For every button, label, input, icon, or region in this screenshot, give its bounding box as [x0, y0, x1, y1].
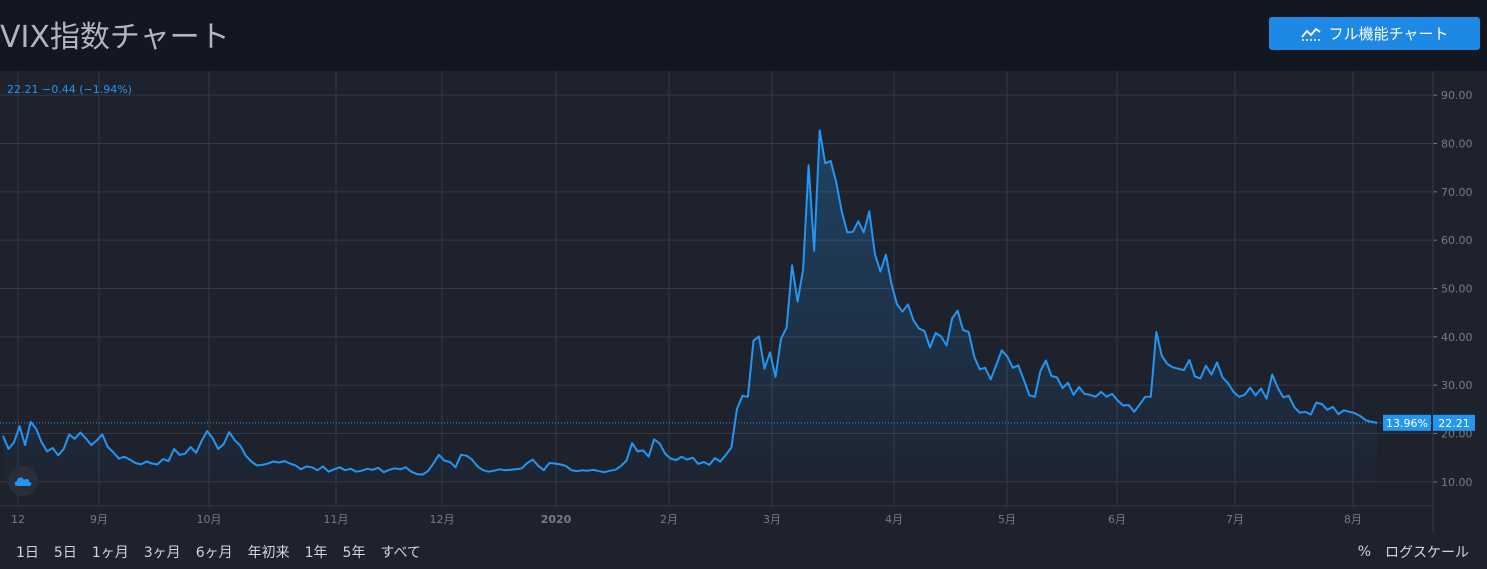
y-tick-label: 40.00 — [1441, 331, 1473, 344]
range-5d[interactable]: 5日 — [53, 544, 77, 561]
log-scale-toggle[interactable]: ログスケール — [1385, 544, 1469, 561]
x-tick-label: 4月 — [885, 513, 903, 526]
range-ytd[interactable]: 年初来 — [247, 544, 290, 561]
y-tick-label: 50.00 — [1441, 283, 1473, 296]
x-tick-label: 7月 — [1226, 513, 1244, 526]
range-1y[interactable]: 1年 — [304, 544, 328, 561]
x-tick-label: 3月 — [763, 513, 781, 526]
y-tick-label: 30.00 — [1441, 379, 1473, 392]
y-tick-label: 60.00 — [1441, 234, 1473, 247]
x-tick-label: 10月 — [197, 513, 222, 526]
page-title: VIX指数チャート — [0, 20, 230, 55]
full-chart-label: フル機能チャート — [1328, 25, 1449, 43]
vix-chart[interactable]: 10.0020.0030.0040.0050.0060.0070.0080.00… — [0, 71, 1487, 534]
range-1m[interactable]: 1ヶ月 — [91, 544, 129, 561]
y-tick-label: 90.00 — [1441, 89, 1473, 102]
range-bar: 1日 5日 1ヶ月 3ヶ月 6ヶ月 年初来 1年 5年 すべて % ログスケール — [0, 534, 1487, 569]
chart-area[interactable]: 10.00 20.00 30.00 40.00 50.00 60.00 70.00 80.00… — [0, 71, 1487, 569]
tradingview-logo[interactable] — [8, 466, 38, 496]
x-tick-label: 2020 — [541, 513, 572, 526]
x-tick-label: 12月 — [430, 513, 455, 526]
percent-tag: 13.96% — [1386, 417, 1428, 430]
y-tick-label: 70.00 — [1441, 186, 1473, 199]
percent-tag-bg — [1383, 414, 1431, 431]
x-tick-label: 2月 — [660, 513, 678, 526]
chart-line-icon — [1300, 27, 1321, 41]
x-tick-label: 11月 — [324, 513, 349, 526]
range-all[interactable]: すべて — [380, 544, 421, 561]
x-tick-label: 5月 — [998, 513, 1016, 526]
x-tick-label: 12 — [11, 513, 25, 526]
series-line-vix — [2, 129, 1378, 476]
range-5y[interactable]: 5年 — [342, 544, 366, 561]
last-price-tag: 22.21 — [1438, 417, 1470, 430]
percent-scale-toggle[interactable]: % — [1357, 543, 1371, 560]
y-tick-label: 80.00 — [1441, 138, 1473, 151]
range-6m[interactable]: 6ヶ月 — [195, 544, 233, 561]
x-tick-label: 6月 — [1108, 513, 1126, 526]
cloud-icon — [14, 477, 32, 486]
range-1d[interactable]: 1日 — [16, 544, 39, 561]
range-3m[interactable]: 3ヶ月 — [143, 544, 181, 561]
series-area-fill — [3, 130, 1377, 482]
last-price-tag-bg — [1433, 414, 1475, 431]
x-tick-label: 9月 — [90, 513, 108, 526]
y-tick-label: 10.00 — [1441, 476, 1473, 489]
full-chart-button[interactable]: フル機能チャート — [1269, 17, 1480, 50]
legend-quote: 22.21 −0.44 (−1.94%) — [7, 83, 132, 96]
x-tick-label: 8月 — [1344, 513, 1362, 526]
